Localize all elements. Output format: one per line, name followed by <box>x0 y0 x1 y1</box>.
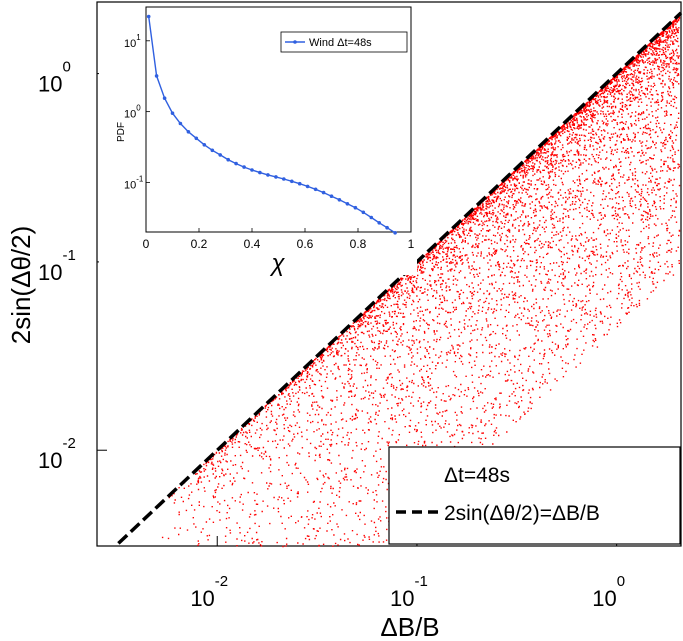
inset-chart: 0 0.2 0.4 0.6 0.8 1 10-1 100 101 χ PDF Wind Δt=… <box>99 4 417 277</box>
x-tick-label: 100 <box>592 573 625 611</box>
inset-data-point <box>313 187 318 192</box>
y-tick-label: 10-1 <box>38 247 76 285</box>
inset-x-label: χ <box>269 250 285 277</box>
inset-data-point <box>266 173 270 177</box>
inset-data-point <box>290 179 294 184</box>
inset-x-ticks: 0 0.2 0.4 0.6 0.8 1 <box>143 228 415 251</box>
inset-data-point <box>321 190 326 195</box>
inset-x-tick-label: 0.4 <box>244 237 261 251</box>
x-axis-ticks: 10-2 10-1 100 <box>190 536 625 611</box>
inset-data-point <box>218 153 222 157</box>
inset-x-tick-label: 0.8 <box>350 237 367 251</box>
inset-series <box>146 14 397 235</box>
inset-data-point <box>274 175 278 179</box>
inset-data-point <box>162 96 167 100</box>
inset-data-point <box>146 14 151 19</box>
inset-x-tick-label: 0 <box>143 237 150 251</box>
inset-data-point <box>186 130 191 134</box>
inset-data-point <box>226 157 230 162</box>
inset-data-point <box>170 111 175 115</box>
inset-data-point <box>385 225 389 230</box>
inset-data-point <box>210 148 215 153</box>
inset-legend-label: Wind Δt=48s <box>309 37 372 49</box>
inset-y-tick-label: 10-1 <box>124 174 144 191</box>
main-legend: Δt=48s 2sin(Δθ/2)=ΔB/B <box>388 446 681 545</box>
inset-data-point <box>345 202 350 206</box>
inset-data-point <box>353 205 358 210</box>
inset-x-tick-label: 1 <box>408 237 415 251</box>
inset-data-point <box>377 221 382 225</box>
inset-x-tick-label: 0.6 <box>297 237 314 251</box>
y-tick-label: 100 <box>38 59 71 97</box>
inset-data-point <box>361 210 366 215</box>
y-axis-label: 2sin(Δθ/2) <box>6 226 36 345</box>
inset-data-point <box>242 165 246 169</box>
inset-y-tick-label: 100 <box>124 104 141 121</box>
inset-data-point <box>234 161 238 166</box>
reference-dashed-line <box>117 11 683 545</box>
inset-data-point <box>154 74 159 78</box>
inset-data-point <box>258 170 262 175</box>
inset-data-point <box>202 143 207 147</box>
inset-data-point <box>369 215 374 220</box>
inset-data-point <box>282 177 286 181</box>
inset-data-point <box>297 181 302 186</box>
inset-data-point <box>329 194 334 198</box>
reference-line <box>117 11 683 545</box>
inset-y-label: PDF <box>116 122 127 142</box>
inset-data-point <box>194 136 199 141</box>
inset-y-tick-label: 101 <box>124 33 141 50</box>
x-axis-label: ΔB/B <box>380 612 439 641</box>
inset-y-ticks: 10-1 100 101 <box>124 33 150 191</box>
inset-legend: Wind Δt=48s <box>280 31 408 53</box>
inset-data-point <box>178 121 183 126</box>
legend-label-line: 2sin(Δθ/2)=ΔB/B <box>444 502 600 525</box>
x-tick-label: 10-1 <box>390 573 428 611</box>
inset-data-point <box>250 168 254 172</box>
legend-label-scatter: Δt=48s <box>444 464 510 487</box>
inset-data-point <box>305 184 310 189</box>
y-axis-ticks: 10-2 10-1 100 <box>38 59 107 473</box>
inset-data-point <box>337 198 342 202</box>
inset-data-point <box>393 231 397 235</box>
inset-x-tick-label: 0.2 <box>191 237 208 251</box>
y-tick-label: 10-2 <box>38 435 76 473</box>
x-tick-label: 10-2 <box>190 573 228 611</box>
